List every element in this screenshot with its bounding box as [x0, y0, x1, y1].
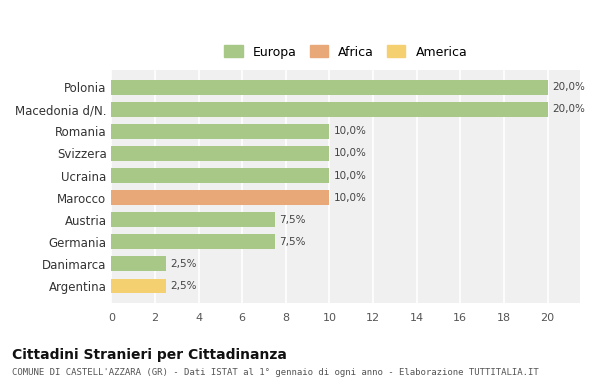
Text: COMUNE DI CASTELL'AZZARA (GR) - Dati ISTAT al 1° gennaio di ogni anno - Elaboraz: COMUNE DI CASTELL'AZZARA (GR) - Dati IST… — [12, 368, 539, 377]
Text: 10,0%: 10,0% — [334, 127, 367, 136]
Bar — [112, 102, 548, 117]
Text: 20,0%: 20,0% — [552, 82, 585, 92]
Text: 10,0%: 10,0% — [334, 149, 367, 158]
Bar — [112, 146, 329, 161]
Bar — [112, 80, 548, 95]
Bar — [112, 256, 166, 271]
Text: 20,0%: 20,0% — [552, 105, 585, 114]
Text: 10,0%: 10,0% — [334, 193, 367, 203]
Bar — [112, 234, 275, 249]
Text: 7,5%: 7,5% — [279, 215, 306, 225]
Bar — [112, 168, 329, 183]
Text: 10,0%: 10,0% — [334, 171, 367, 180]
Bar — [112, 212, 275, 227]
Bar — [112, 279, 166, 293]
Legend: Europa, Africa, America: Europa, Africa, America — [224, 46, 467, 59]
Text: 7,5%: 7,5% — [279, 237, 306, 247]
Text: Cittadini Stranieri per Cittadinanza: Cittadini Stranieri per Cittadinanza — [12, 348, 287, 362]
Bar — [112, 124, 329, 139]
Text: 2,5%: 2,5% — [170, 281, 197, 291]
Bar — [112, 190, 329, 205]
Text: 2,5%: 2,5% — [170, 259, 197, 269]
